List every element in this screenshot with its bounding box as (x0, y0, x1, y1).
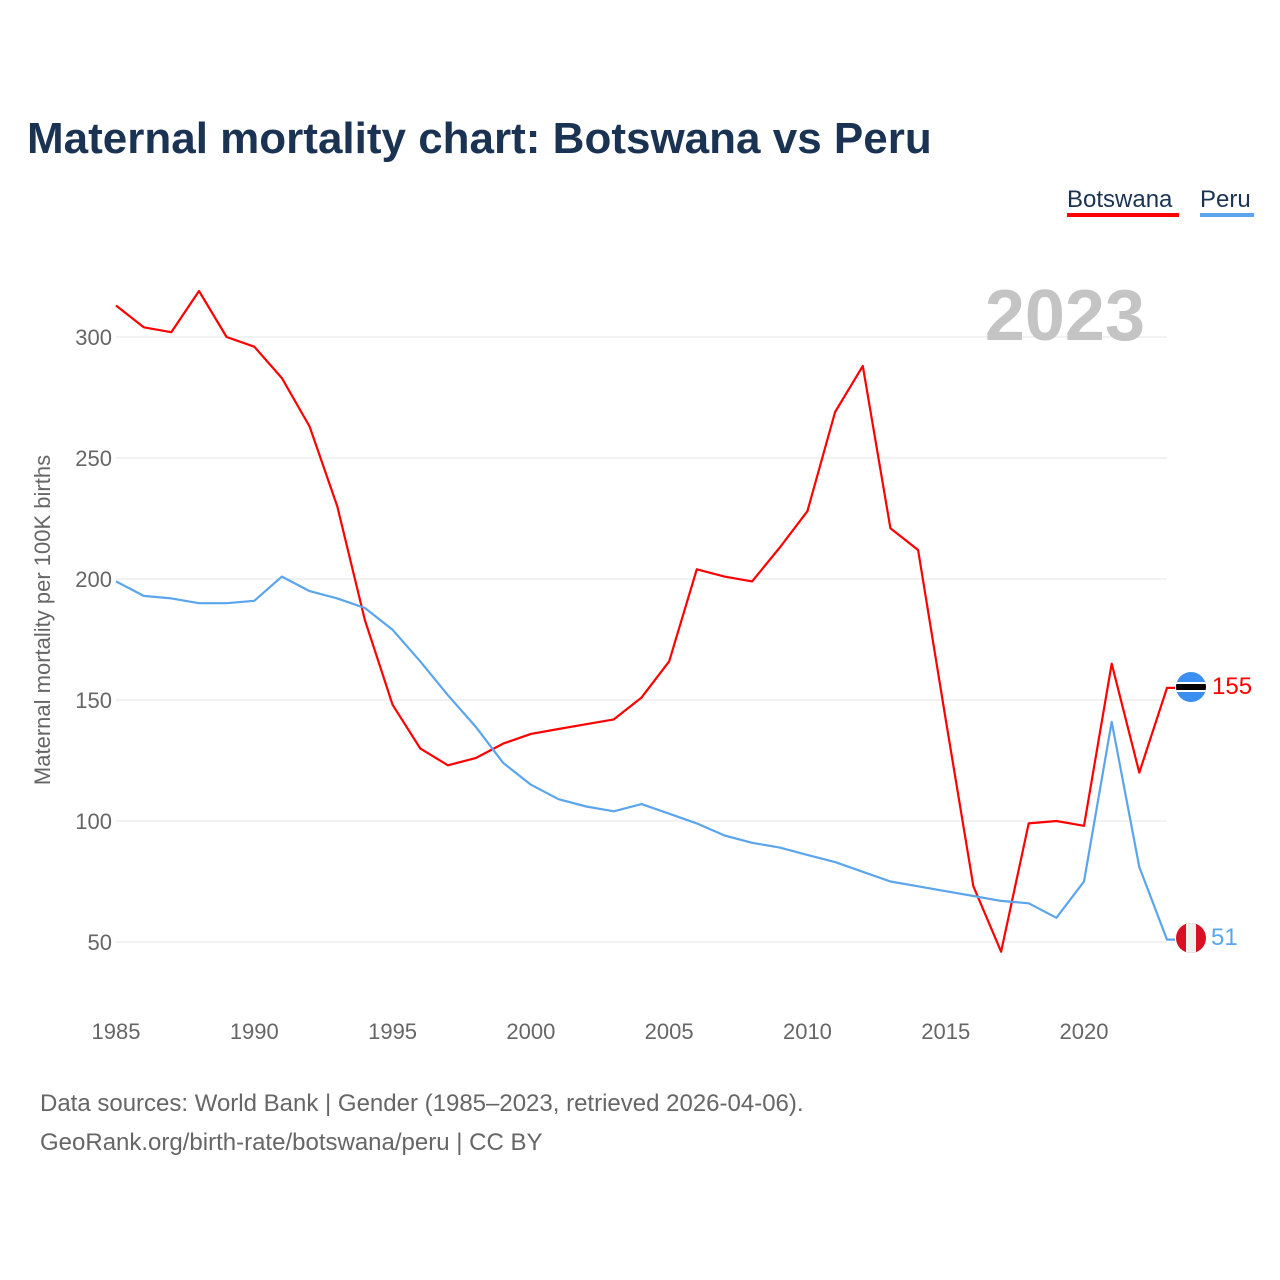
x-tick-2020: 2020 (1060, 1019, 1109, 1044)
footer-sources: Data sources: World Bank | Gender (1985–… (40, 1090, 804, 1117)
y-tick-150: 150 (75, 688, 112, 713)
legend-peru[interactable]: Peru (1200, 186, 1251, 213)
legend: Botswana Peru (1067, 186, 1254, 217)
gridlines (116, 336, 1167, 943)
legend-peru-swatch (1200, 213, 1254, 217)
chart-title: Maternal mortality chart: Botswana vs Pe… (27, 114, 932, 163)
x-tick-2015: 2015 (921, 1019, 970, 1044)
botswana-end-value: 155 (1212, 673, 1252, 700)
x-tick-1995: 1995 (368, 1019, 417, 1044)
x-ticks: 1985 1990 1995 2000 2005 2010 2015 2020 (92, 1019, 1109, 1044)
y-tick-300: 300 (75, 325, 112, 350)
footer-attribution[interactable]: GeoRank.org/birth-rate/botswana/peru | C… (40, 1129, 542, 1156)
y-tick-250: 250 (75, 446, 112, 471)
series-line-peru (115, 575, 1175, 941)
x-tick-2010: 2010 (783, 1019, 832, 1044)
y-tick-50: 50 (88, 930, 112, 955)
peru-flag-icon (1176, 923, 1206, 953)
y-tick-200: 200 (75, 567, 112, 592)
x-tick-1985: 1985 (92, 1019, 141, 1044)
x-tick-2005: 2005 (645, 1019, 694, 1044)
legend-botswana[interactable]: Botswana (1067, 186, 1173, 213)
x-tick-1990: 1990 (230, 1019, 279, 1044)
botswana-flag-icon (1176, 672, 1206, 702)
y-tick-100: 100 (75, 809, 112, 834)
peru-end-value: 51 (1211, 924, 1238, 951)
x-tick-2000: 2000 (506, 1019, 555, 1044)
series-lines (115, 289, 1175, 953)
y-ticks: 50 100 150 200 250 300 (75, 325, 112, 955)
year-label: 2023 (985, 276, 1145, 356)
y-axis-label: Maternal mortality per 100K births (30, 455, 55, 785)
legend-botswana-swatch (1067, 213, 1179, 217)
series-line-botswana (115, 289, 1175, 953)
